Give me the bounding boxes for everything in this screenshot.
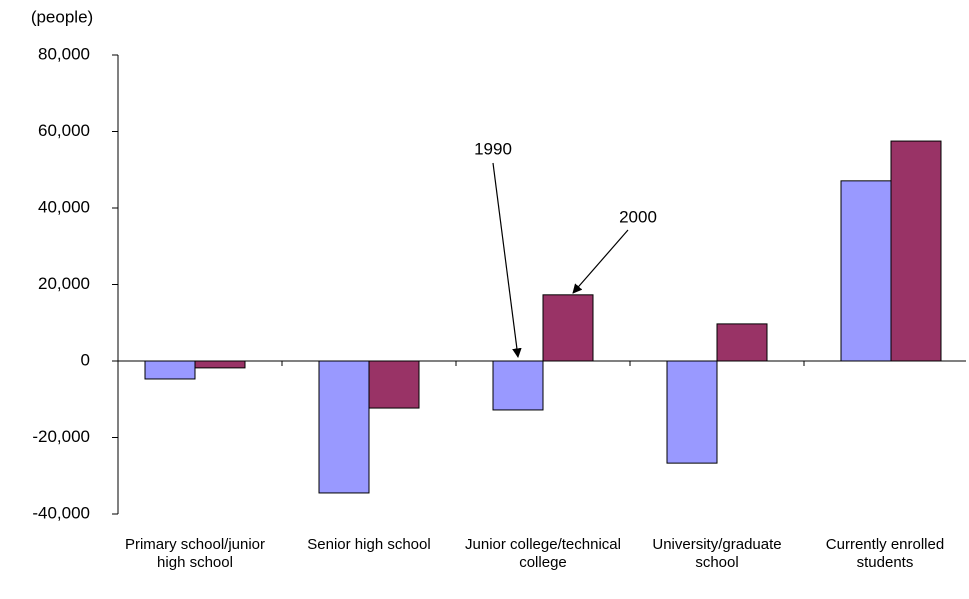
bar: [840, 180, 892, 362]
x-tick-label: Junior college/technical college: [465, 536, 621, 571]
bar: [368, 360, 420, 409]
bar: [194, 360, 246, 369]
y-tick-label: 20,000: [38, 274, 90, 293]
y-tick-label: 80,000: [38, 44, 90, 63]
x-tick-label: Senior high school: [307, 536, 431, 553]
bar: [144, 360, 196, 380]
y-axis-label: (people): [31, 7, 93, 26]
bar: [716, 323, 768, 362]
y-tick-label: 40,000: [38, 197, 90, 216]
y-tick-label: -40,000: [32, 503, 90, 522]
bar: [542, 294, 594, 362]
x-tick-label: Primary school/junior high school: [124, 536, 266, 571]
annotation-arrow: [492, 162, 522, 358]
series-annotation: 1990: [474, 139, 512, 158]
series-annotation: 2000: [619, 207, 657, 226]
y-tick-label: -20,000: [32, 427, 90, 446]
y-tick-label: 60,000: [38, 121, 90, 140]
y-tick-label: 0: [81, 350, 90, 369]
annotation-arrow: [572, 229, 629, 294]
x-tick-label: University/graduate school: [652, 536, 782, 571]
bar: [890, 140, 942, 362]
x-tick-label: Currently enrolled students: [825, 536, 945, 571]
bar: [492, 360, 544, 411]
bar: [318, 360, 370, 494]
bar: [666, 360, 718, 464]
